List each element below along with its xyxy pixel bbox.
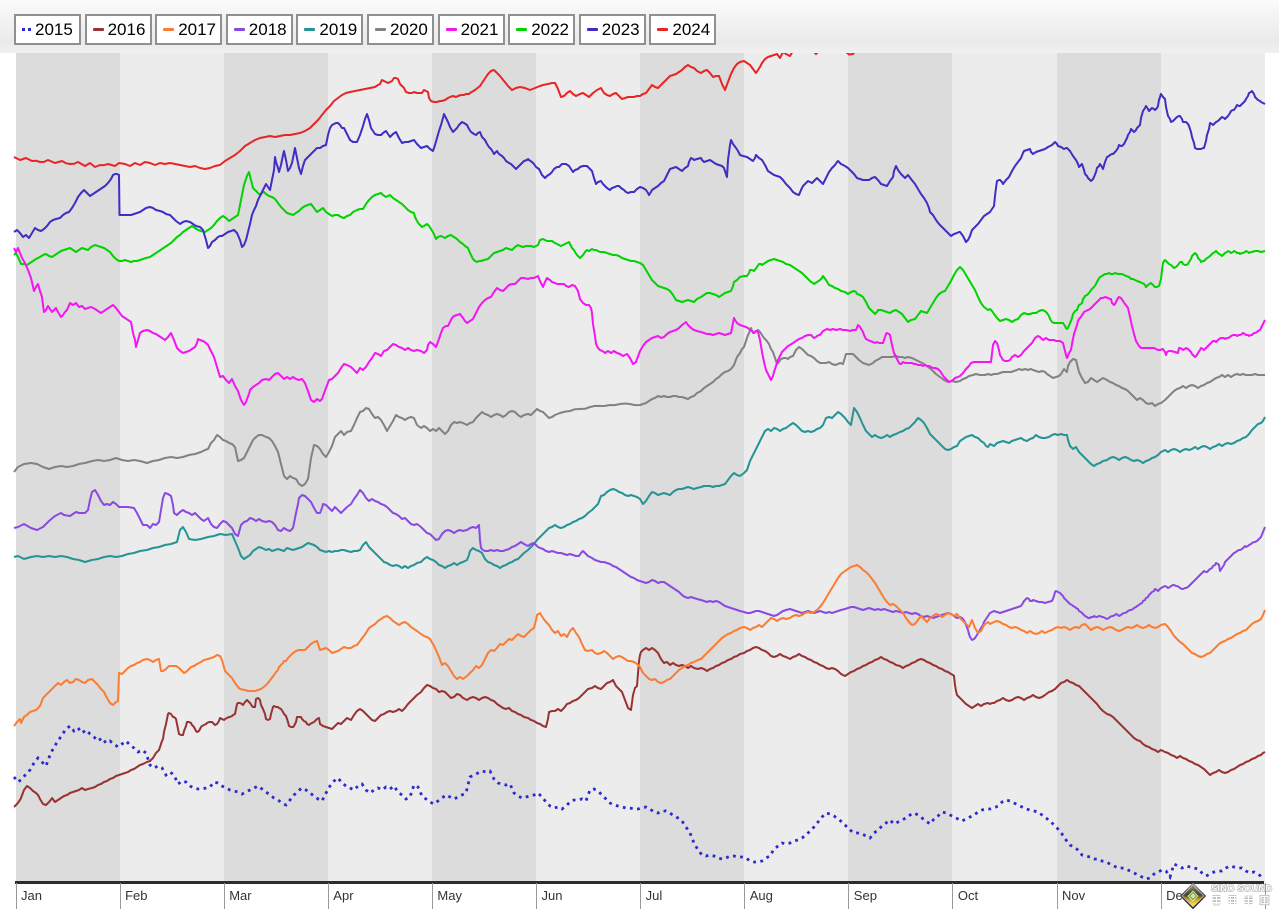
svg-text:SINO SOUND: SINO SOUND	[1211, 883, 1272, 894]
